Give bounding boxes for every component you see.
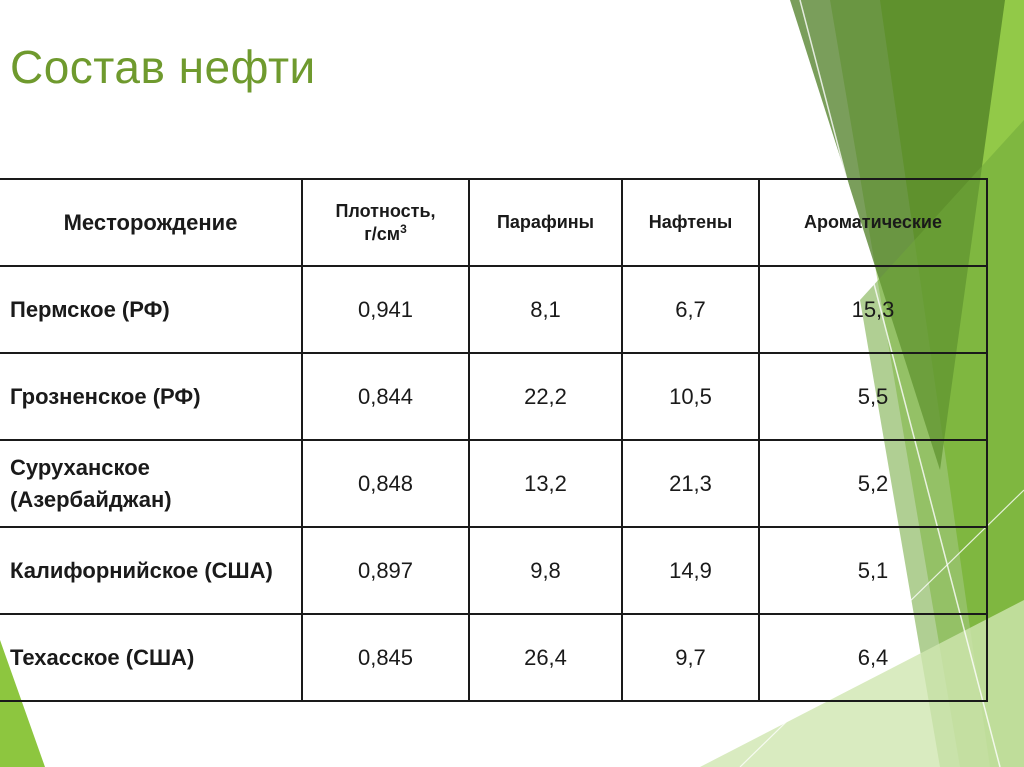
cell-paraffins: 9,8 xyxy=(468,526,623,615)
cell-aromatics: 15,3 xyxy=(758,265,988,354)
header-naphthenes: Нафтены xyxy=(621,178,760,267)
slide-title: Состав нефти xyxy=(10,41,316,93)
cell-naphthenes: 10,5 xyxy=(621,352,760,441)
cell-field-name: Калифорнийское (США) xyxy=(0,526,303,615)
cell-density: 0,897 xyxy=(301,526,470,615)
cell-aromatics: 5,5 xyxy=(758,352,988,441)
table-header-row: Месторождение Плотность, г/см3 Парафины … xyxy=(0,178,988,267)
cell-field-name: Техасское (США) xyxy=(0,613,303,702)
header-density-unit: г/см xyxy=(364,223,401,244)
cell-paraffins: 13,2 xyxy=(468,439,623,528)
cell-field-name: Суруханское (Азербайджан) xyxy=(0,439,303,528)
cell-density: 0,848 xyxy=(301,439,470,528)
cell-density: 0,845 xyxy=(301,613,470,702)
table-row: Суруханское (Азербайджан) 0,848 13,2 21,… xyxy=(0,439,988,528)
header-density: Плотность, г/см3 xyxy=(301,178,470,267)
cell-density: 0,941 xyxy=(301,265,470,354)
cell-naphthenes: 6,7 xyxy=(621,265,760,354)
header-paraffins: Парафины xyxy=(468,178,623,267)
cell-aromatics: 5,2 xyxy=(758,439,988,528)
cell-paraffins: 8,1 xyxy=(468,265,623,354)
cell-naphthenes: 14,9 xyxy=(621,526,760,615)
header-aromatics: Ароматические xyxy=(758,178,988,267)
cell-naphthenes: 21,3 xyxy=(621,439,760,528)
table-row: Пермское (РФ) 0,941 8,1 6,7 15,3 xyxy=(0,265,988,354)
cell-field-name: Грозненское (РФ) xyxy=(0,352,303,441)
header-density-label: Плотность, xyxy=(335,200,436,221)
cell-aromatics: 6,4 xyxy=(758,613,988,702)
table-row: Калифорнийское (США) 0,897 9,8 14,9 5,1 xyxy=(0,526,988,615)
oil-composition-table: Месторождение Плотность, г/см3 Парафины … xyxy=(0,178,988,702)
cell-paraffins: 26,4 xyxy=(468,613,623,702)
cell-naphthenes: 9,7 xyxy=(621,613,760,702)
header-density-exponent: 3 xyxy=(400,221,407,236)
cell-paraffins: 22,2 xyxy=(468,352,623,441)
cell-aromatics: 5,1 xyxy=(758,526,988,615)
table-row: Техасское (США) 0,845 26,4 9,7 6,4 xyxy=(0,613,988,702)
table-row: Грозненское (РФ) 0,844 22,2 10,5 5,5 xyxy=(0,352,988,441)
header-field: Месторождение xyxy=(0,178,303,267)
cell-field-name: Пермское (РФ) xyxy=(0,265,303,354)
cell-density: 0,844 xyxy=(301,352,470,441)
